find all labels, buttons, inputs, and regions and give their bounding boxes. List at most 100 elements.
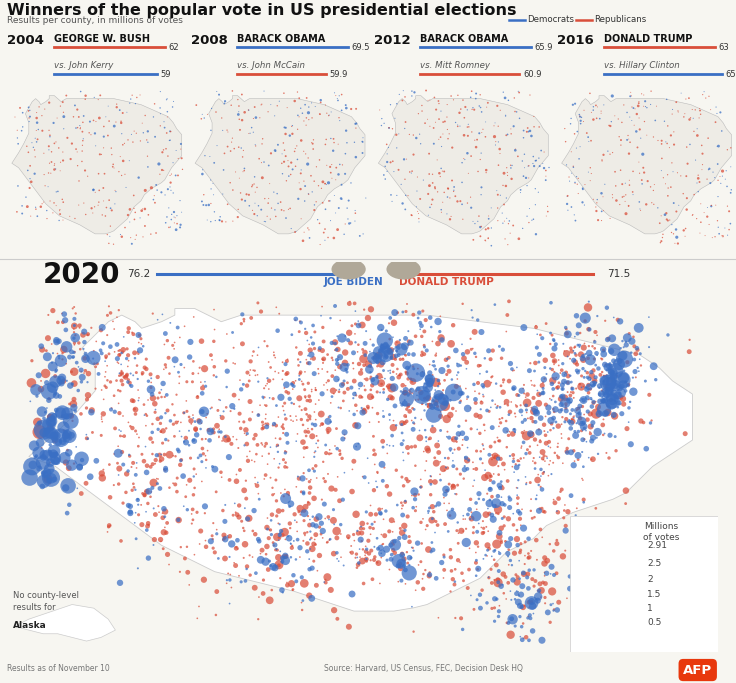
Point	[50, 200, 62, 211]
Point	[359, 385, 371, 395]
Point	[321, 537, 333, 548]
Point	[400, 579, 411, 589]
Point	[485, 402, 497, 413]
Point	[62, 133, 74, 143]
Point	[470, 570, 482, 581]
Point	[532, 591, 544, 602]
Point	[298, 227, 310, 238]
Text: 76.2: 76.2	[127, 269, 150, 279]
Point	[79, 90, 91, 101]
Point	[435, 163, 447, 174]
Point	[500, 163, 512, 173]
Point	[569, 331, 581, 342]
Point	[235, 187, 247, 198]
Point	[410, 394, 422, 405]
Point	[413, 394, 425, 405]
Point	[475, 522, 487, 533]
Point	[529, 404, 541, 415]
Point	[523, 533, 534, 544]
Point	[43, 141, 54, 152]
Point	[78, 326, 90, 337]
Point	[550, 417, 562, 428]
Point	[62, 429, 74, 440]
Point	[409, 490, 421, 501]
Point	[277, 530, 289, 541]
Point	[259, 441, 271, 452]
Point	[528, 393, 539, 404]
Point	[298, 515, 310, 526]
Point	[609, 431, 621, 442]
Point	[461, 433, 473, 444]
Point	[238, 163, 250, 174]
Point	[205, 175, 216, 186]
Point	[334, 159, 346, 170]
Point	[494, 436, 506, 447]
Point	[406, 601, 418, 612]
Point	[521, 126, 533, 137]
Point	[500, 425, 512, 436]
Point	[574, 340, 586, 351]
Point	[169, 410, 180, 421]
Point	[54, 208, 66, 219]
Point	[244, 550, 255, 561]
Point	[74, 322, 85, 333]
Point	[306, 563, 318, 574]
Point	[336, 453, 348, 464]
Point	[513, 390, 525, 401]
Point	[252, 409, 264, 420]
Point	[115, 430, 127, 441]
Point	[378, 387, 389, 398]
Point	[478, 419, 490, 430]
Point	[282, 531, 294, 542]
Point	[480, 117, 492, 128]
Point	[241, 561, 253, 572]
Point	[316, 354, 328, 365]
Point	[215, 427, 227, 438]
Point	[211, 529, 223, 540]
Point	[365, 545, 377, 556]
Point	[154, 169, 166, 180]
Point	[333, 495, 345, 506]
Point	[579, 313, 591, 324]
Point	[188, 464, 200, 475]
Point	[608, 312, 620, 323]
Point	[267, 537, 279, 548]
Point	[200, 412, 212, 423]
Point	[303, 225, 315, 236]
Point	[308, 447, 320, 458]
Point	[545, 394, 557, 405]
Point	[402, 363, 414, 374]
Point	[545, 297, 557, 308]
Point	[145, 433, 157, 444]
Point	[508, 121, 520, 132]
Point	[594, 113, 606, 124]
Point	[348, 376, 360, 387]
Point	[298, 452, 310, 463]
Point	[578, 395, 590, 406]
Point	[285, 538, 297, 548]
Point	[334, 115, 346, 126]
Point	[339, 148, 351, 159]
Point	[545, 339, 556, 350]
Point	[455, 613, 467, 624]
Point	[471, 594, 483, 605]
Point	[523, 635, 535, 645]
Point	[103, 520, 115, 531]
Point	[411, 390, 423, 401]
Point	[551, 538, 563, 549]
Point	[331, 553, 343, 564]
Point	[538, 466, 550, 477]
Point	[300, 323, 311, 334]
Point	[418, 340, 430, 351]
Point	[111, 311, 123, 322]
Point	[84, 116, 96, 127]
Point	[498, 377, 509, 388]
Point	[721, 181, 733, 192]
Point	[54, 205, 66, 216]
Point	[336, 194, 347, 205]
Point	[400, 564, 411, 575]
Text: BARACK OBAMA: BARACK OBAMA	[420, 34, 509, 44]
Point	[584, 408, 596, 419]
Point	[574, 395, 586, 406]
Point	[435, 132, 447, 143]
